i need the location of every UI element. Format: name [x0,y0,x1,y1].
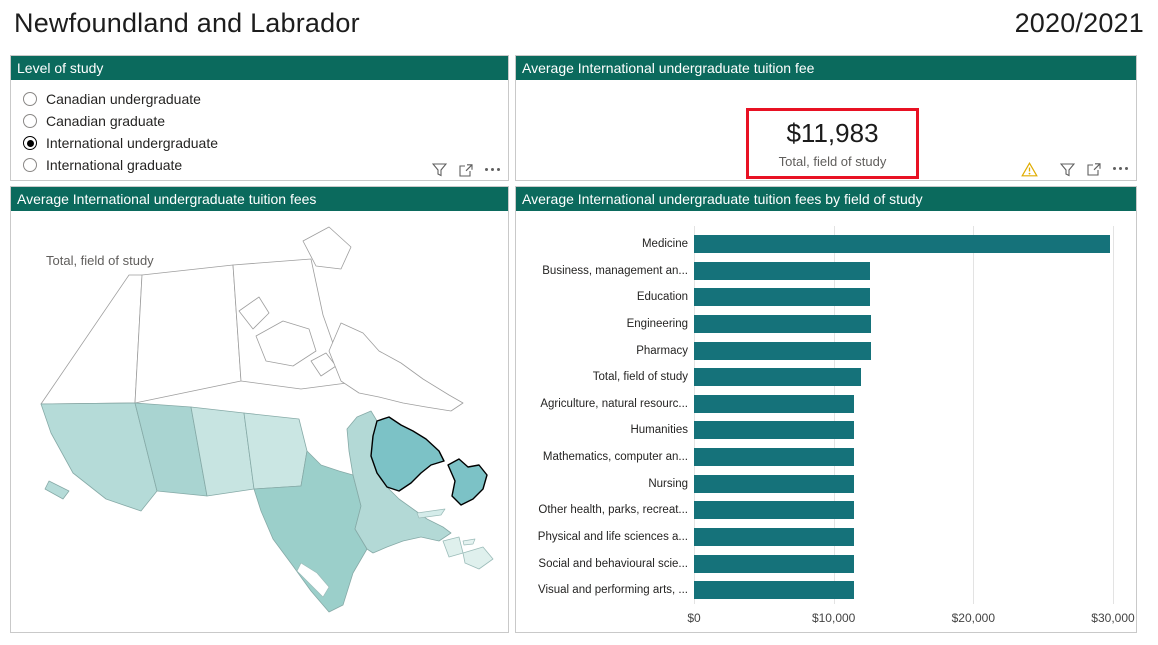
bar-category-label: Business, management an... [542,264,688,277]
radio-option-label: Canadian graduate [46,113,166,129]
map-region-ontario[interactable] [253,450,368,613]
focus-mode-icon[interactable] [1087,163,1101,176]
panel-icon-strip [432,163,500,177]
focus-mode-icon[interactable] [459,163,473,177]
bar-pharmacy[interactable] [694,341,871,360]
map-region-new-brunswick[interactable] [442,536,464,558]
map-region-banks-island[interactable] [238,296,270,330]
bar-category-label: Mathematics, computer an... [542,451,688,464]
map-region-ellesmere-island[interactable] [302,226,352,270]
bar-total-field-of-study[interactable] [694,368,862,387]
tuition-fee-card-panel: Average International undergraduate tuit… [515,55,1137,181]
more-options-icon[interactable] [1113,167,1128,172]
x-axis-tick: $30,000 [1091,611,1135,625]
bar-category-label: Agriculture, natural resourc... [540,397,688,410]
map-region-baffin-island[interactable] [328,322,464,412]
bar-category-label: Visual and performing arts, ... [538,584,688,597]
map-region-newfoundland-island[interactable] [447,458,488,506]
map-region-victoria-island[interactable] [255,320,317,367]
map-region-yukon[interactable] [40,274,143,405]
map-region-manitoba[interactable] [243,412,308,490]
map-region-northwest-territories[interactable] [134,264,242,404]
bar-category-label: Education [636,291,688,304]
radio-option-label: International undergraduate [46,135,219,151]
radio-option-0[interactable]: Canadian undergraduate [23,88,508,110]
radio-option-1[interactable]: Canadian graduate [23,110,508,132]
gridline [973,226,975,604]
level-of-study-header: Level of study [11,56,508,80]
bar-category-label: Humanities [630,424,688,437]
more-options-icon[interactable] [485,167,500,173]
map-region-anticosti-island[interactable] [416,508,446,519]
bar-physical-and-life-sciences-a[interactable] [694,528,855,547]
map-region-great-lakes[interactable] [296,562,330,598]
bar-category-label: Medicine [641,238,688,250]
bar-other-health-parks-recreat[interactable] [694,501,855,520]
page-year: 2020/2021 [1014,8,1144,38]
radio-option-label: Canadian undergraduate [46,91,201,107]
canada-choropleth-map[interactable] [11,211,508,632]
bar-category-label: Physical and life sciences a... [537,531,688,544]
bar-medicine[interactable] [694,235,1111,253]
bar-category-label: Total, field of study [592,371,688,384]
radio-selected-icon[interactable] [23,136,37,150]
warning-icon[interactable] [1021,162,1038,177]
bar-category-label: Social and behavioural scie... [538,557,688,570]
bar-social-and-behavioural-scie[interactable] [694,554,855,573]
tuition-fee-card-header: Average International undergraduate tuit… [516,56,1136,80]
bar-business-management-an[interactable] [694,261,871,280]
tuition-fee-caption: Total, field of study [778,154,887,169]
bar-mathematics-computer-an[interactable] [694,448,855,467]
bar-engineering[interactable] [694,314,871,333]
page-title: Newfoundland and Labrador [14,8,360,38]
radio-option-label: International graduate [46,157,183,173]
bar-chart-panel: Average International undergraduate tuit… [515,186,1137,633]
bar-category-label: Engineering [626,317,688,330]
bar-chart-header: Average International undergraduate tuit… [516,187,1136,211]
x-axis-tick: $20,000 [951,611,996,625]
titlebar: Newfoundland and Labrador 2020/2021 [14,8,1144,39]
bar-visual-and-performing-arts[interactable] [694,581,855,600]
radio-icon[interactable] [23,92,37,106]
tuition-fee-value: $11,983 [786,118,879,148]
bar-agriculture-natural-resourc[interactable] [694,394,855,413]
map-panel-header: Average International undergraduate tuit… [11,187,508,211]
level-of-study-panel: Level of study Canadian undergraduate Can… [10,55,509,181]
map-region-prince-edward-island[interactable] [462,538,476,546]
bar-category-label: Nursing [648,477,688,490]
filter-icon[interactable] [432,163,447,177]
highlight-box: $11,983 Total, field of study [746,108,919,179]
map-subtitle: Total, field of study [46,253,154,268]
radio-icon[interactable] [23,158,37,172]
x-axis-tick: $0 [687,611,701,625]
filter-icon[interactable] [1060,162,1075,177]
level-of-study-options: Canadian undergraduate Canadian graduate I… [11,80,508,176]
x-axis-tick: $10,000 [811,611,856,625]
bar-education[interactable] [694,288,871,307]
gridline [694,226,695,604]
radio-icon[interactable] [23,114,37,128]
radio-option-2[interactable]: International undergraduate [23,132,508,154]
map-region-nova-scotia[interactable] [462,546,494,570]
gridline [833,226,835,604]
radio-option-3[interactable]: International graduate [23,154,508,176]
map-panel: Average International undergraduate tuit… [10,186,509,633]
gridline [1113,226,1114,604]
bar-category-label: Pharmacy [636,344,688,357]
bar-category-label: Other health, parks, recreat... [538,504,688,517]
bar-humanities[interactable] [694,421,855,440]
map-region-vancouver-island[interactable] [44,480,70,500]
bar-nursing[interactable] [694,474,855,493]
map-region-labrador[interactable] [370,416,445,492]
panel-icon-strip [1021,162,1128,177]
